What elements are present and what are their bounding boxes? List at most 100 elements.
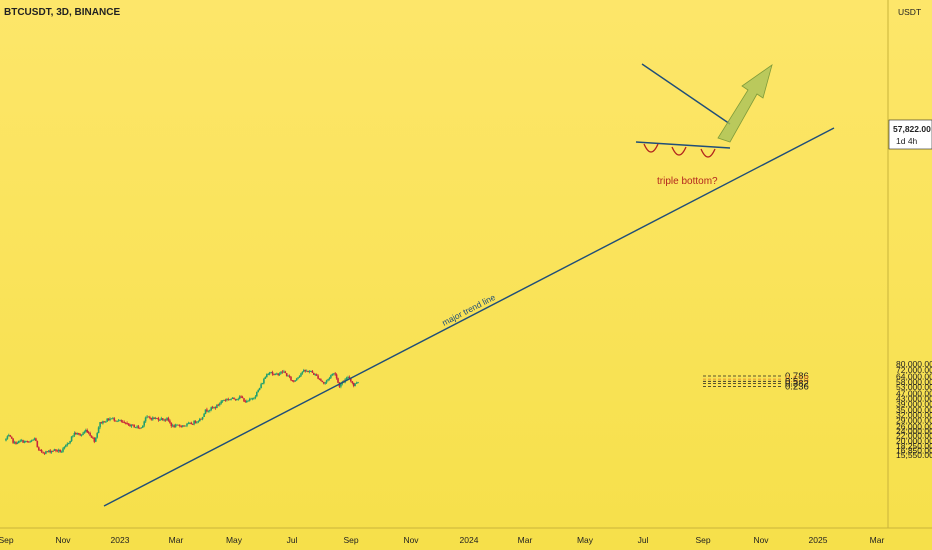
fib-level[interactable]: 0.786: [703, 371, 809, 382]
candle: [240, 395, 242, 398]
candle: [57, 448, 60, 453]
candle: [311, 370, 314, 373]
candle: [43, 452, 46, 455]
candle: [184, 425, 187, 427]
candle: [139, 427, 141, 430]
candle: [114, 420, 117, 422]
candle: [203, 413, 205, 417]
candle: [224, 398, 227, 402]
candle: [174, 423, 177, 428]
candle: [73, 431, 76, 437]
candle: [124, 422, 127, 425]
candle: [210, 406, 212, 412]
candle: [59, 449, 61, 453]
candle: [38, 446, 40, 451]
candle: [191, 423, 194, 425]
candle: [283, 369, 285, 373]
candle: [133, 424, 135, 428]
candle: [8, 433, 10, 437]
major-trend-line[interactable]: [103, 127, 835, 507]
candle: [130, 424, 133, 428]
candle: [280, 371, 282, 375]
candle: [80, 434, 83, 437]
bottom-arc: [671, 146, 687, 156]
candle: [234, 398, 237, 401]
candle: [116, 420, 118, 423]
bottom-arc: [643, 143, 659, 153]
candle: [330, 374, 332, 379]
candle: [189, 422, 191, 425]
candle: [173, 424, 175, 428]
candle: [86, 428, 88, 433]
candle: [325, 379, 328, 384]
candle: [177, 424, 180, 426]
candle: [164, 418, 167, 422]
candle: [281, 370, 284, 374]
candle: [60, 450, 63, 453]
fib-level-label: 0.618: [785, 374, 809, 385]
candle: [211, 405, 214, 409]
candle: [117, 419, 120, 422]
candle: [258, 387, 261, 391]
candle: [213, 406, 215, 410]
fib-level-label: 0.382: [785, 379, 809, 390]
candle: [315, 373, 318, 376]
price-tick-label: 53,000.00: [896, 382, 932, 392]
candle: [142, 425, 144, 428]
candle: [314, 373, 316, 377]
candle: [40, 449, 43, 453]
candle: [87, 430, 90, 435]
candle: [76, 432, 79, 435]
candle: [112, 417, 114, 420]
candle: [30, 439, 33, 443]
candle: [16, 441, 19, 445]
candle: [119, 419, 121, 422]
chart-title: BTCUSDT, 3D, BINANCE: [4, 7, 120, 18]
candle: [167, 416, 170, 422]
price-axis[interactable]: 80,000.0072,000.0064,000.0058,000.0053,0…: [896, 359, 932, 460]
time-axis[interactable]: Sep Nov 2023 Mar May Jul Sep Nov 2024 Mar May Jul Se…: [0, 535, 884, 545]
candle: [169, 419, 171, 424]
candle: [157, 416, 160, 422]
candle: [270, 371, 272, 374]
candle: [166, 417, 168, 422]
candle: [127, 423, 130, 426]
candle: [126, 421, 128, 425]
candle: [102, 420, 104, 425]
price-tick-label: 72,000.00: [896, 365, 932, 375]
annotation-layer: triple bottom?: [643, 64, 773, 187]
fib-level[interactable]: 0.5: [703, 376, 798, 387]
candle: [288, 374, 291, 379]
candle: [263, 377, 265, 385]
candle: [233, 397, 235, 400]
candle: [28, 441, 30, 443]
candle: [26, 440, 29, 443]
candle: [254, 395, 257, 400]
projection-arrow[interactable]: [717, 64, 773, 143]
candle: [246, 399, 248, 403]
support-base-line[interactable]: [635, 141, 731, 149]
candle: [257, 389, 259, 393]
candle: [122, 420, 124, 423]
candle: [244, 399, 247, 403]
time-tick-label: Mar: [169, 535, 184, 545]
time-tick-label: 2024: [460, 535, 479, 545]
candle: [230, 398, 232, 401]
candle: [345, 376, 348, 380]
candle: [199, 417, 201, 422]
fib-level[interactable]: 0.236: [703, 382, 809, 393]
candle: [294, 380, 297, 382]
candle: [352, 382, 355, 388]
fib-level[interactable]: 0.382: [703, 379, 809, 390]
bottom-arc: [700, 148, 716, 158]
candle: [297, 377, 299, 380]
candle: [218, 402, 221, 407]
candle: [190, 421, 192, 425]
fib-level[interactable]: 0.618: [703, 374, 809, 385]
candle: [327, 378, 329, 382]
candle: [62, 447, 64, 453]
descending-resistance-line[interactable]: [641, 63, 731, 125]
